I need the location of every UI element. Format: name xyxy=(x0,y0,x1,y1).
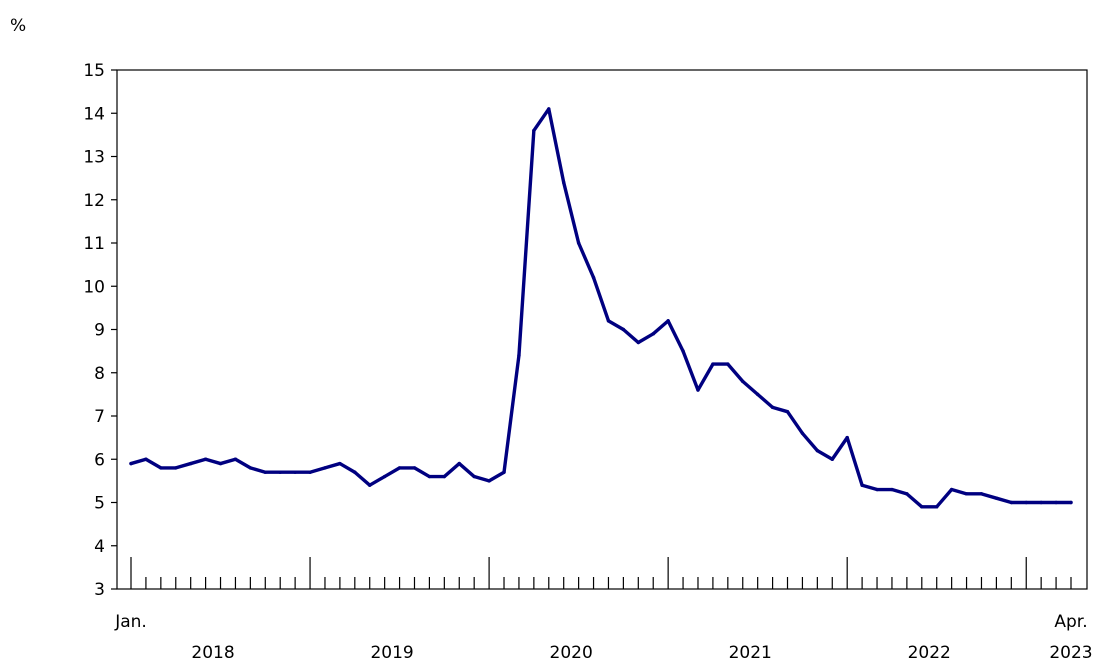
data-point xyxy=(920,505,924,509)
data-point xyxy=(293,470,297,474)
data-point xyxy=(517,353,521,358)
data-point xyxy=(308,470,312,474)
data-point xyxy=(681,349,685,353)
x-year-label-2019: 2019 xyxy=(370,643,413,662)
y-unit-label: % xyxy=(10,16,26,36)
y-tick-label-7: 7 xyxy=(94,407,105,427)
y-tick-label-10: 10 xyxy=(83,277,105,297)
data-point xyxy=(487,479,491,483)
data-point xyxy=(785,409,790,414)
data-point xyxy=(979,492,984,496)
data-point xyxy=(263,470,267,474)
data-point xyxy=(666,319,670,323)
y-tick-label-8: 8 xyxy=(94,364,105,384)
x-year-label-2023: 2023 xyxy=(1049,643,1092,662)
data-point xyxy=(741,379,745,384)
series-line xyxy=(129,107,1073,509)
data-point xyxy=(218,461,223,466)
data-point xyxy=(412,466,417,470)
y-tick-label-6: 6 xyxy=(94,450,105,470)
data-point xyxy=(561,180,566,185)
data-point xyxy=(994,496,999,500)
data-point xyxy=(144,457,148,461)
data-point xyxy=(935,505,939,509)
data-point xyxy=(532,128,536,133)
data-point xyxy=(1069,500,1073,505)
x-year-label-2020: 2020 xyxy=(550,643,593,662)
data-point xyxy=(636,340,641,345)
data-point xyxy=(964,492,969,496)
data-point xyxy=(1039,500,1043,505)
data-point xyxy=(129,461,133,466)
data-point xyxy=(457,461,461,466)
y-tick-label-5: 5 xyxy=(94,494,105,514)
y-tick-label-12: 12 xyxy=(83,191,105,211)
data-point xyxy=(472,474,476,479)
data-point xyxy=(875,487,879,492)
y-tick-label-11: 11 xyxy=(83,234,105,254)
x-end-month-label: Apr. xyxy=(1054,612,1087,632)
x-year-label-2021: 2021 xyxy=(729,643,772,662)
data-point xyxy=(233,457,238,461)
data-point xyxy=(382,474,387,479)
x-start-month-label: Jan. xyxy=(114,612,147,632)
x-year-label-2018: 2018 xyxy=(191,643,234,662)
data-point xyxy=(502,470,506,474)
data-point xyxy=(890,487,894,492)
data-point xyxy=(368,483,372,487)
data-point xyxy=(726,362,730,366)
y-tick-label-9: 9 xyxy=(94,321,105,341)
data-point xyxy=(338,461,342,466)
data-point xyxy=(755,392,760,397)
data-point xyxy=(845,435,849,440)
data-point xyxy=(1009,500,1014,505)
data-point xyxy=(621,327,626,332)
data-point xyxy=(770,405,775,410)
y-tick-label-3: 3 xyxy=(94,580,105,600)
data-point xyxy=(860,483,864,487)
data-point xyxy=(905,492,909,496)
data-point xyxy=(949,487,954,492)
plot-frame xyxy=(116,69,1088,590)
data-point xyxy=(815,448,820,453)
data-point xyxy=(188,461,193,466)
data-point xyxy=(651,332,655,336)
x-year-label-2022: 2022 xyxy=(908,643,951,662)
data-point xyxy=(427,474,432,479)
data-point xyxy=(576,241,581,245)
data-point xyxy=(203,457,208,461)
y-tick-label-14: 14 xyxy=(83,104,105,124)
data-point xyxy=(547,107,551,111)
data-point xyxy=(800,431,805,435)
data-point xyxy=(278,470,282,474)
data-point xyxy=(711,362,715,366)
data-point xyxy=(248,466,253,470)
data-point xyxy=(1054,500,1058,505)
data-point xyxy=(353,470,357,474)
y-tick-label-15: 15 xyxy=(83,61,105,81)
y-axis: 3 4 5 6 7 8 9 10 11 12 13 14 15 xyxy=(83,61,117,600)
x-axis: 2018 2019 2020 2021 2022 2023 xyxy=(130,557,1093,662)
data-point xyxy=(696,388,700,392)
data-point xyxy=(606,319,611,323)
y-tick-label-13: 13 xyxy=(83,148,105,168)
data-point xyxy=(159,466,163,470)
series-layer xyxy=(129,107,1073,509)
data-point xyxy=(1024,500,1028,505)
data-point xyxy=(830,457,834,461)
y-tick-label-4: 4 xyxy=(94,537,105,557)
data-point xyxy=(174,466,178,470)
data-point xyxy=(442,474,447,479)
data-point xyxy=(397,466,402,470)
data-point xyxy=(591,275,596,280)
data-point xyxy=(323,466,327,470)
